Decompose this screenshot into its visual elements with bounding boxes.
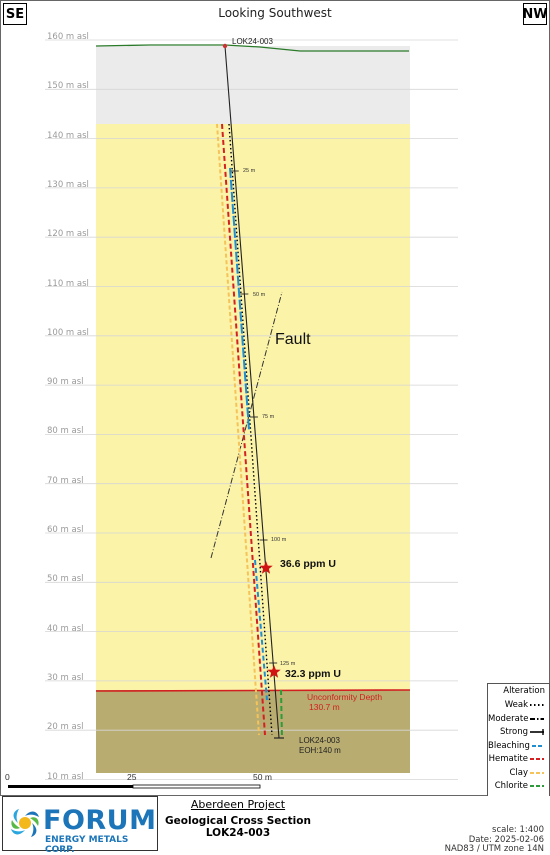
drillhole-collar [222,43,228,49]
map-datum: NAD83 / UTM zone 14N [444,844,544,854]
elevation-label-50: 50 m asl [47,574,84,585]
unconformity-label: Unconformity Depth [307,692,383,702]
elevation-label-80: 80 m asl [47,426,84,437]
legend-item-moderate: Moderate [488,713,547,725]
legend-item-strong: Strong [488,726,547,738]
elevation-label-160: 160 m asl [47,32,89,42]
assay-star-2 [267,665,281,678]
elevation-gridlines [45,39,458,780]
legend-item-label: Hematite [488,754,528,764]
alteration-hematite-trace [221,123,266,736]
unconformity-line [95,689,411,692]
elevation-label-40: 40 m asl [47,623,84,634]
elevation-label-10: 10 m asl [47,771,84,782]
depth-label-100: 100 m [271,537,287,543]
company-logo: FORUM ENERGY METALS CORP. [2,796,158,855]
unconformity-depth: 130.7 m [309,702,340,712]
legend-swatch-weak [530,704,544,706]
alteration-bleaching-trace-upper [229,167,250,431]
elevation-label-110: 110 m asl [47,278,89,289]
depth-label-125: 125 m [280,661,296,667]
hole-end-eoh: EOH:140 m [299,746,341,755]
project-name: Aberdeen Project [190,798,286,811]
legend-item-label: Strong [499,727,528,737]
depth-label-50: 50 m [253,292,266,298]
overburden-unit [96,46,410,124]
elevation-label-20: 20 m asl [47,722,84,733]
section-hole: LOK24-003 [205,827,271,839]
legend-title: Alteration [503,686,545,696]
legend-swatch-chlorite [530,785,544,787]
alteration-legend: Alteration Weak Moderate Strong Bleaching He… [487,683,550,798]
elevation-label-150: 150 m asl [47,81,89,92]
legend-swatch-bleaching [531,744,544,747]
logo-subtitle: ENERGY METALS CORP. [45,835,129,855]
elevation-label-60: 60 m asl [47,525,84,535]
fault-trace [210,291,283,559]
depth-label-25: 25 m [243,168,256,174]
drillhole-depth-ticks [230,170,278,664]
legend-swatch-moderate [530,717,544,720]
elevation-label-30: 30 m asl [47,672,84,683]
section-title: Geological Cross Section [165,815,311,827]
legend-item-label: Clay [509,767,528,778]
fault-label: Fault [275,331,311,348]
elevation-label-130: 130 m asl [47,179,89,190]
map-metadata: scale: 1:400 Date: 2025-02-06 NAD83 / UT… [444,825,544,855]
elevation-label-120: 120 m asl [47,229,89,240]
basement-unit [96,690,410,773]
legend-item-bleaching: Bleaching [488,740,547,752]
logo-wordmark: FORUM [43,805,157,836]
depth-label-75: 75 m [262,414,275,420]
assay-star-1 [259,561,273,574]
legend-item-weak: Weak [488,699,547,711]
elevation-label-140: 140 m asl [47,130,89,141]
assay-label-1: 36.6 ppm U [280,558,337,570]
legend-item-clay: Clay [488,767,547,779]
sun-logo-icon [11,809,39,837]
legend-item-label: Chlorite [494,781,528,791]
view-direction-title: Looking Southwest [218,6,332,20]
legend-swatch-hematite [530,758,544,760]
legend-item-label: Bleaching [488,740,530,751]
legend-item-chlorite: Chlorite [488,780,547,792]
legend-item-label: Weak [504,700,528,710]
alteration-chlorite-trace [280,689,283,739]
topography-line [95,44,409,52]
scale-label-0: 0 [5,772,10,782]
hole-end-name: LOK24-003 [299,736,340,745]
legend-item-hematite: Hematite [488,753,547,765]
direction-right: NW [522,3,548,25]
legend-swatch-strong [530,729,544,735]
elevation-label-70: 70 m asl [47,475,84,486]
drillhole-trace [224,45,280,739]
map-scale: scale: 1:400 [492,825,544,835]
elevation-label-100: 100 m asl [47,327,89,338]
direction-left: SE [3,3,27,25]
project-block: Aberdeen Project Geological Cross Sectio… [160,798,316,839]
scale-label-50: 50 m [253,772,272,782]
elevation-label-90: 90 m asl [47,377,84,388]
scale-bar [8,784,261,789]
assay-label-2: 32.3 ppm U [285,668,342,680]
scale-label-25: 25 [127,772,137,782]
map-date: Date: 2025-02-06 [468,834,544,845]
legend-swatch-clay [530,771,544,774]
collar-label: LOK24-003 [232,37,273,46]
legend-item-label: Moderate [488,713,529,724]
alteration-clay-trace [216,123,260,736]
